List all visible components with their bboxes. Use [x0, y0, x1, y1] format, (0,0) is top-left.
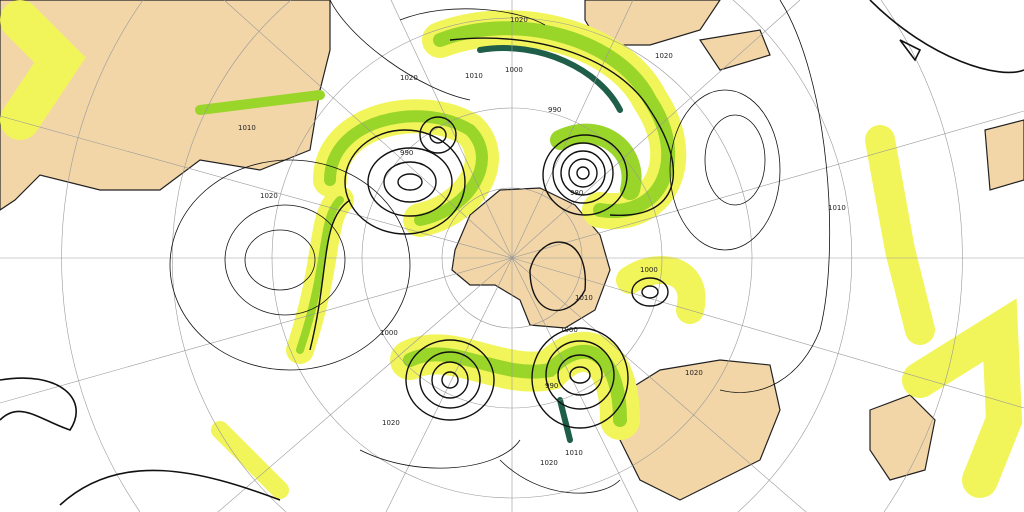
new-zealand-region: [869, 394, 936, 481]
isobar-label: 1020: [400, 74, 418, 82]
island-ne: [698, 29, 771, 71]
isobar-label: 990: [400, 149, 413, 157]
isobar-label: 1010: [238, 124, 256, 132]
isobar-label: 1010: [575, 294, 593, 302]
isobar-label: 1020: [685, 369, 703, 377]
isobar-label: 1000: [640, 266, 658, 274]
isobar-label: 1010: [465, 72, 483, 80]
isobar-label: 1000: [505, 66, 523, 74]
isobar-labels: 1020 1020 1010 1000 990 990 980 1020 101…: [238, 16, 846, 467]
isobar-label: 990: [548, 106, 561, 114]
isobar-label: 1010: [565, 449, 583, 457]
isobar-label: 1020: [540, 459, 558, 467]
isobar-label: 1010: [828, 204, 846, 212]
landmasses: [0, 0, 1024, 501]
africa: [584, 0, 721, 46]
isobar-label: 1020: [510, 16, 528, 24]
isobar-label: 1000: [380, 329, 398, 337]
isobar-label: 980: [570, 189, 583, 197]
isobar-label: 990: [545, 382, 558, 390]
precipitation-shading: [0, 0, 1023, 499]
isobar-contours: [169, 0, 831, 494]
isobar-label: 1000: [560, 326, 578, 334]
isobar-label: 1020: [655, 52, 673, 60]
isobar-label: 1020: [260, 192, 278, 200]
australia: [619, 359, 781, 501]
isobar-label: 1020: [382, 419, 400, 427]
south-america: [0, 0, 331, 211]
island-east: [984, 119, 1024, 191]
